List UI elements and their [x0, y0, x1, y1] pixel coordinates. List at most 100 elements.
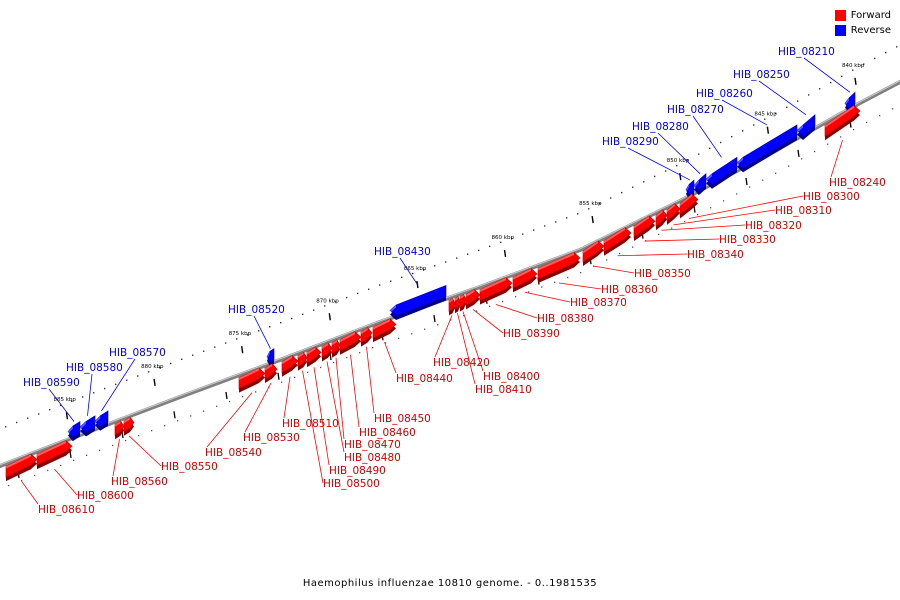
gene-hib-08560[interactable]	[114, 420, 125, 440]
gene-hib-08350[interactable]	[582, 240, 605, 267]
scale-dot	[412, 272, 414, 275]
gene-label-hib-08380[interactable]: HIB_08380	[537, 313, 594, 325]
scale-tick	[153, 378, 156, 386]
gene-label-hib-08530[interactable]: HIB_08530	[243, 432, 300, 444]
gene-label-hib-08560[interactable]: HIB_08560	[111, 476, 168, 488]
gene-body	[633, 215, 656, 238]
gene-hib-08310[interactable]	[666, 203, 681, 225]
gene-body	[36, 440, 73, 466]
gene-hib-08280[interactable]	[693, 173, 707, 196]
gene-hib-08420[interactable]	[448, 297, 456, 316]
gene-label-hib-08600[interactable]: HIB_08600	[77, 490, 134, 502]
gene-label-hib-08300[interactable]: HIB_08300	[803, 191, 860, 203]
gene-hib-08270[interactable]	[705, 156, 738, 189]
gene-label-hib-08590[interactable]: HIB_08590	[23, 377, 80, 389]
gene-label-hib-08570[interactable]: HIB_08570	[109, 347, 166, 359]
gene-label-hib-08580[interactable]: HIB_08580	[66, 362, 123, 374]
gene-hib-08510[interactable]	[281, 355, 299, 377]
gene-hib-08480[interactable]	[321, 342, 333, 362]
gene-hib-08490[interactable]	[306, 346, 322, 368]
minor-tick	[225, 391, 228, 400]
scale-dot	[698, 153, 700, 155]
gene-label-hib-08260[interactable]: HIB_08260	[696, 88, 753, 100]
gene-label-hib-08340[interactable]: HIB_08340	[687, 249, 744, 261]
scale-dot	[541, 286, 543, 288]
gene-hib-08340[interactable]	[603, 227, 632, 256]
gene-label-hib-08440[interactable]: HIB_08440	[396, 373, 453, 385]
gene-label-hib-08550[interactable]: HIB_08550	[161, 461, 218, 473]
gene-label-hib-08330[interactable]: HIB_08330	[719, 234, 776, 246]
scale-tick-label: 855 kbp	[579, 201, 602, 207]
gene-hib-08440[interactable]	[372, 318, 397, 343]
gene-label-hib-08430[interactable]: HIB_08430	[374, 246, 431, 258]
gene-hib-08590[interactable]	[67, 420, 81, 442]
gene-label-hib-08210[interactable]: HIB_08210	[778, 46, 835, 58]
axis-line	[0, 80, 900, 468]
gene-hib-08320[interactable]	[655, 209, 668, 231]
gene-body	[666, 203, 681, 222]
gene-label-hib-08360[interactable]: HIB_08360	[601, 284, 658, 296]
scale-dot	[181, 358, 183, 361]
gene-hib-08250[interactable]	[796, 114, 816, 140]
leader-line	[21, 480, 39, 505]
gene-hib-08300[interactable]	[679, 193, 699, 219]
gene-hib-08240[interactable]	[824, 105, 861, 141]
gene-label-hib-08470[interactable]: HIB_08470	[344, 439, 401, 451]
gene-label-hib-08350[interactable]: HIB_08350	[634, 268, 691, 280]
gene-hib-08380[interactable]	[479, 277, 513, 305]
gene-label-hib-08320[interactable]: HIB_08320	[745, 220, 802, 232]
gene-hib-08500[interactable]	[297, 351, 308, 371]
gene-hib-08410[interactable]	[454, 296, 461, 314]
gene-highlight	[583, 240, 598, 254]
gene-hib-08260[interactable]	[736, 124, 798, 173]
gene-label-hib-08370[interactable]: HIB_08370	[570, 297, 627, 309]
gene-hib-08610[interactable]	[5, 453, 38, 482]
gene-hib-08450[interactable]	[360, 327, 373, 347]
gene-body	[448, 297, 456, 312]
gene-label-hib-08270[interactable]: HIB_08270	[667, 104, 724, 116]
gene-hib-08360[interactable]	[537, 252, 581, 284]
gene-hib-08520[interactable]	[266, 348, 275, 367]
scale-dot	[379, 284, 381, 286]
gene-label-hib-08410[interactable]: HIB_08410	[475, 384, 532, 396]
gene-label-hib-08450[interactable]: HIB_08450	[374, 413, 431, 425]
gene-hib-08330[interactable]	[633, 215, 656, 242]
gene-label-hib-08540[interactable]: HIB_08540	[205, 447, 262, 459]
gene-hib-08600[interactable]	[36, 440, 73, 470]
gene-hib-08370[interactable]	[512, 268, 538, 293]
scale-dot	[359, 351, 361, 354]
gene-label-hib-08240[interactable]: HIB_08240	[829, 177, 886, 189]
gene-label-hib-08280[interactable]: HIB_08280	[632, 121, 689, 133]
scale-dot	[762, 179, 764, 181]
scale-tick	[854, 77, 857, 85]
gene-label-hib-08310[interactable]: HIB_08310	[775, 205, 832, 217]
gene-hib-08530[interactable]	[264, 363, 278, 384]
gene-label-hib-08460[interactable]: HIB_08460	[359, 427, 416, 439]
gene-label-hib-08610[interactable]: HIB_08610	[38, 504, 95, 516]
gene-hib-08400[interactable]	[459, 293, 467, 312]
gene-hib-08570[interactable]	[94, 410, 109, 431]
gene-hib-08430[interactable]	[389, 284, 447, 320]
gene-label-hib-08290[interactable]: HIB_08290	[602, 136, 659, 148]
gene-hib-08460[interactable]	[339, 331, 362, 355]
gene-highlight	[466, 289, 475, 297]
gene-label-hib-08500[interactable]: HIB_08500	[323, 478, 380, 490]
gene-label-hib-08510[interactable]: HIB_08510	[282, 418, 339, 430]
gene-body	[114, 420, 125, 436]
gene-label-hib-08390[interactable]: HIB_08390	[503, 328, 560, 340]
gene-label-hib-08520[interactable]: HIB_08520	[228, 304, 285, 316]
gene-body	[306, 346, 322, 364]
gene-body	[331, 339, 341, 355]
scale-dot	[138, 434, 140, 437]
gene-hib-08390[interactable]	[465, 289, 481, 310]
gene-body	[360, 327, 373, 344]
gene-label-hib-08250[interactable]: HIB_08250	[733, 69, 790, 81]
gene-label-hib-08400[interactable]: HIB_08400	[483, 371, 540, 383]
gene-label-hib-08420[interactable]: HIB_08420	[433, 357, 490, 369]
gene-label-hib-08490[interactable]: HIB_08490	[329, 465, 386, 477]
gene-hib-08580[interactable]	[79, 415, 96, 437]
gene-hib-08540[interactable]	[238, 367, 266, 393]
gene-hib-08470[interactable]	[331, 339, 341, 358]
gene-hib-08550[interactable]	[123, 416, 135, 436]
gene-label-hib-08480[interactable]: HIB_08480	[344, 452, 401, 464]
